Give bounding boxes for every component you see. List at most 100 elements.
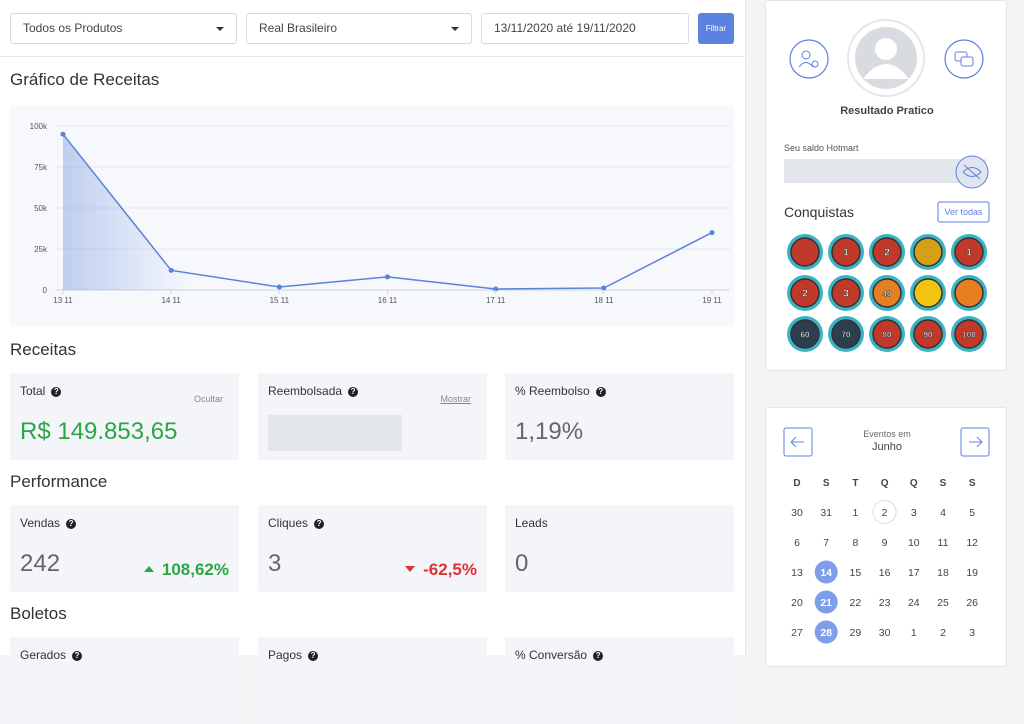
currency-select[interactable]: Real Brasileiro [246, 13, 472, 44]
help-icon: ? [595, 386, 606, 397]
point [385, 274, 390, 280]
day[interactable]: 17 [908, 567, 920, 579]
day[interactable]: 3 [969, 627, 975, 639]
day[interactable]: 25 [937, 597, 949, 609]
stat-card: Leads 0 [505, 505, 734, 592]
point [60, 131, 66, 137]
day[interactable]: 20 [791, 597, 803, 609]
badge [913, 278, 943, 308]
calendar-caption: Eventos em [863, 429, 911, 439]
day[interactable]: 29 [850, 627, 862, 639]
x-tick-label: 13 11 [53, 296, 73, 305]
balance-label: Seu saldo Hotmart [784, 143, 859, 153]
card-label-text: Gerados [20, 648, 67, 662]
trend-icon [405, 566, 416, 577]
weekday: Q [881, 478, 889, 489]
card-label: Vendas? [20, 516, 77, 530]
badge-label: 1 [966, 248, 972, 259]
date-range[interactable]: 13/11/2020 até 19/11/2020 [481, 13, 689, 44]
day[interactable]: 4 [940, 507, 946, 519]
day-highlight [814, 590, 838, 614]
day[interactable]: 26 [966, 597, 978, 609]
badge [790, 278, 820, 308]
help-icon: ? [51, 386, 62, 397]
day[interactable]: 1 [911, 627, 917, 639]
help-icon: ? [314, 518, 325, 529]
card-link[interactable]: Mostrar [440, 394, 471, 404]
day-highlight [814, 620, 838, 644]
day[interactable]: 19 [966, 567, 978, 579]
day[interactable]: 30 [879, 627, 891, 639]
day[interactable]: 15 [850, 567, 862, 579]
day[interactable]: 27 [791, 627, 803, 639]
product-select[interactable]: Todos os Produtos [10, 13, 237, 44]
profile-panel: 1 2 1 2 3 40 60 70 80 90 100 Resultado Pratico Seu… [765, 0, 1007, 371]
day[interactable]: 12 [966, 537, 978, 549]
day[interactable]: 11 [938, 537, 949, 549]
card-value: 3 [268, 550, 282, 577]
card-label: Reembolsada? [268, 384, 359, 398]
y-tick-label: 0 [43, 286, 48, 295]
day[interactable]: 31 [820, 507, 832, 519]
day[interactable]: 14 [820, 567, 832, 579]
day[interactable]: 8 [852, 537, 858, 549]
day[interactable]: 10 [908, 537, 920, 549]
day[interactable]: 2 [940, 627, 946, 639]
card-label: Gerados? [20, 648, 83, 662]
card-value: 242 [20, 550, 61, 577]
card-label: Pagos? [268, 648, 319, 662]
card-label: Leads [515, 516, 548, 530]
day[interactable]: 6 [794, 537, 800, 549]
weekday: S [940, 478, 947, 489]
card-link[interactable]: Ocultar [193, 394, 223, 404]
section-title: Boletos [10, 604, 67, 623]
badge-label: 40 [883, 290, 892, 299]
day[interactable]: 16 [879, 567, 891, 579]
day[interactable]: 2 [882, 507, 888, 519]
day[interactable]: 23 [879, 597, 891, 609]
card-label-text: Cliques [268, 516, 309, 530]
stat-card: Cliques? 3 -62,5% [258, 505, 487, 592]
card-value: 1,19% [515, 418, 584, 445]
weekday: D [793, 478, 800, 489]
card-label: % Conversão? [515, 648, 604, 662]
y-tick-label: 50k [34, 204, 48, 213]
badge-label: 3 [843, 289, 849, 300]
card-label-text: Reembolsada [268, 384, 343, 398]
day[interactable]: 13 [791, 567, 803, 579]
badge [790, 319, 820, 349]
trend-icon [143, 561, 154, 573]
stat-card: Gerados? [10, 637, 239, 724]
badge [872, 278, 902, 308]
chart: 0 25k 50k 75k 100k 13 11 14 11 15 11 16 11 17 11 1… [10, 105, 734, 327]
stat-card: % Conversão? [505, 637, 734, 724]
change-text: -62,5% [423, 560, 477, 579]
day[interactable]: 9 [882, 537, 888, 549]
day[interactable]: 3 [911, 507, 917, 519]
filter-button[interactable]: Filtrar [698, 13, 734, 44]
day[interactable]: 7 [823, 537, 829, 549]
page: Todos os Produtos Real Brasileiro 13/11/… [0, 0, 1007, 667]
day[interactable]: 30 [791, 507, 803, 519]
card-change: -62,5% [405, 560, 477, 580]
card-label-text: % Conversão [515, 648, 588, 662]
day[interactable]: 24 [908, 597, 920, 609]
day-highlight [814, 560, 838, 584]
day[interactable]: 22 [850, 597, 862, 609]
hidden-value [268, 415, 402, 451]
see-all-button[interactable]: Ver todas [944, 207, 983, 217]
badge [790, 237, 820, 267]
badge-label: 1 [843, 248, 849, 259]
day[interactable]: 18 [937, 567, 949, 579]
section-title: Receitas [10, 340, 77, 359]
day[interactable]: 5 [969, 507, 975, 519]
badge [831, 278, 861, 308]
y-tick-label: 25k [34, 245, 48, 254]
today-ring [872, 500, 897, 524]
day[interactable]: 21 [820, 597, 832, 609]
day[interactable]: 28 [820, 627, 832, 639]
day[interactable]: 1 [852, 507, 858, 519]
badge-label: 90 [924, 331, 933, 340]
badge [913, 237, 943, 267]
card-label-text: Vendas [20, 516, 61, 530]
